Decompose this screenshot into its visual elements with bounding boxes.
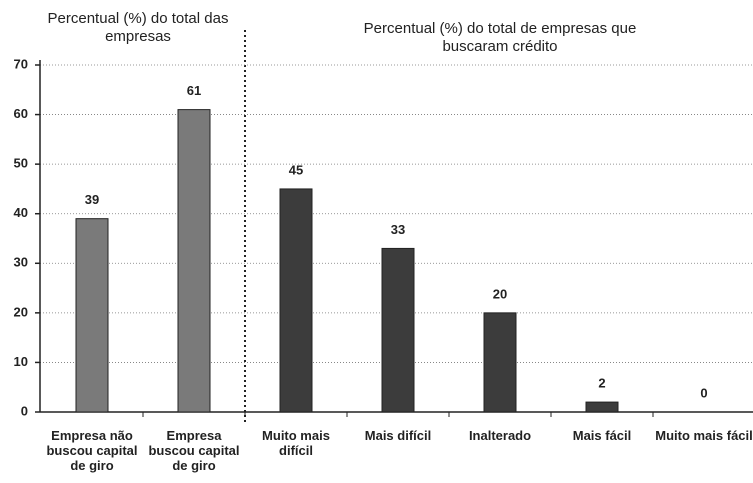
bar	[177, 109, 211, 413]
value-label: 45	[289, 162, 303, 177]
bar	[483, 312, 517, 413]
x-tick-label: Mais fácil	[572, 428, 632, 443]
x-tick-label: Inalterado	[468, 428, 532, 443]
value-label: 61	[187, 83, 201, 98]
bar	[75, 218, 109, 413]
x-tick-label: Empresa buscou capital de giro	[148, 428, 240, 473]
y-tick-label: 70	[14, 56, 28, 71]
y-tick-label: 20	[14, 304, 28, 319]
y-tick-label: 0	[21, 403, 28, 418]
x-tick-label: Muito mais fácil	[655, 428, 753, 443]
value-label: 2	[598, 376, 605, 391]
x-tick-label: Empresa não buscou capital de giro	[46, 428, 138, 473]
section-title: Percentual (%) do total das empresas	[47, 10, 229, 45]
bar	[585, 401, 619, 413]
y-tick-label: 30	[14, 255, 28, 270]
value-label: 33	[391, 222, 405, 237]
y-tick-label: 40	[14, 205, 28, 220]
bar	[279, 188, 313, 413]
y-tick-label: 50	[14, 156, 28, 171]
section-title: Percentual (%) do total de empresas que …	[363, 20, 637, 55]
x-tick-label: Mais difícil	[364, 428, 432, 443]
value-label: 0	[700, 385, 707, 400]
x-tick-label: Muito mais difícil	[262, 428, 330, 458]
value-label: 39	[85, 192, 99, 207]
y-tick-label: 10	[14, 354, 28, 369]
value-label: 20	[493, 286, 507, 301]
bar	[381, 247, 415, 413]
y-tick-label: 60	[14, 106, 28, 121]
